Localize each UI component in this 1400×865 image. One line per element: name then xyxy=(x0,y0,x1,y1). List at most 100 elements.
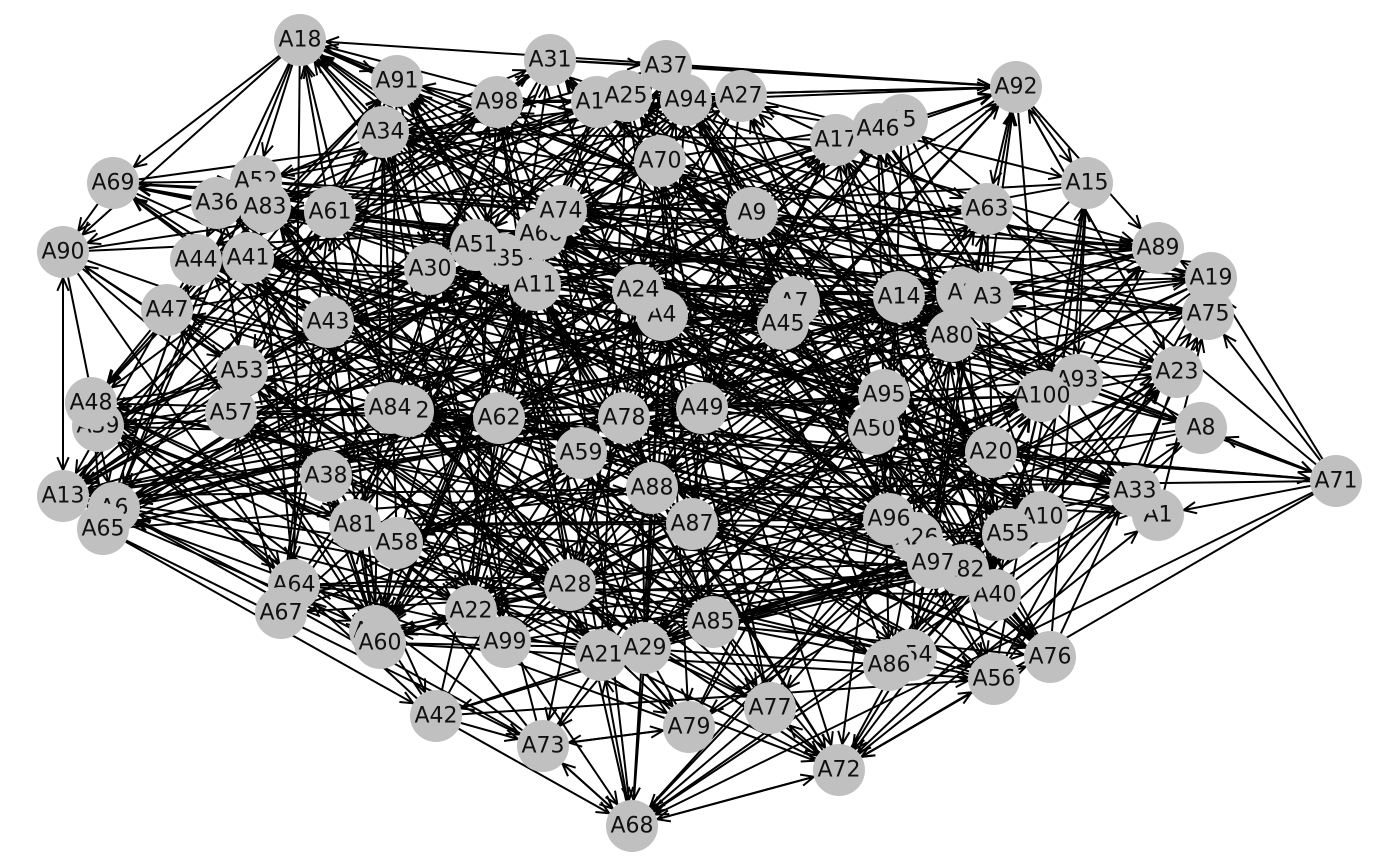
node-label: A97 xyxy=(911,551,954,576)
node-a34: A34 xyxy=(357,106,409,158)
edge-line xyxy=(305,402,860,606)
edge-line xyxy=(900,413,992,516)
arrowhead xyxy=(185,324,202,340)
arrowhead xyxy=(584,210,601,224)
edge-line xyxy=(192,272,405,307)
edge-line xyxy=(1013,279,1186,296)
node-a73: A73 xyxy=(517,720,569,772)
node-label: A23 xyxy=(1155,360,1198,385)
arrowhead xyxy=(302,62,316,80)
arrowhead xyxy=(279,167,296,181)
edge-line xyxy=(555,299,682,394)
node-a87: A87 xyxy=(666,498,718,550)
node-circle xyxy=(191,177,243,229)
edge-line xyxy=(1015,505,1115,581)
edge-line xyxy=(358,550,372,606)
edge-line xyxy=(604,680,629,801)
edge-line xyxy=(460,722,519,740)
node-label: A38 xyxy=(304,464,347,489)
edge-line xyxy=(563,236,630,801)
node-label: A50 xyxy=(852,417,895,442)
node-circle xyxy=(371,517,423,569)
arrowhead xyxy=(752,116,766,133)
edge-line xyxy=(267,376,383,406)
node-a44: A44 xyxy=(170,234,222,286)
node-circle xyxy=(473,392,525,444)
node-label: A83 xyxy=(243,195,286,220)
node-a8: A8 xyxy=(1175,402,1227,454)
arrowhead xyxy=(463,116,479,132)
edge-line xyxy=(1223,333,1321,462)
node-a57: A57 xyxy=(205,387,257,439)
edge-line xyxy=(106,329,152,384)
edge-A13-A90 xyxy=(56,275,70,470)
edge-line xyxy=(1006,225,1158,356)
node-label: A42 xyxy=(414,704,457,729)
node-label: A62 xyxy=(477,406,520,431)
node-label: A15 xyxy=(1065,171,1108,196)
edge-A79-A73 xyxy=(566,729,664,748)
node-label: A41 xyxy=(226,246,269,271)
node-a90: A90 xyxy=(37,226,89,278)
node-circle xyxy=(239,181,291,233)
arrowhead xyxy=(1177,331,1193,348)
arrowhead xyxy=(1010,280,1027,293)
node-circle xyxy=(606,800,658,852)
edge-line xyxy=(643,103,997,402)
edge-line xyxy=(934,361,951,538)
arrowhead xyxy=(1171,267,1188,281)
node-a30: A30 xyxy=(404,243,456,295)
node-a91: A91 xyxy=(371,55,423,107)
arrowhead xyxy=(76,216,91,233)
node-a69: A69 xyxy=(87,157,139,209)
arrowhead xyxy=(663,415,680,428)
node-circle xyxy=(852,103,904,155)
edge-line xyxy=(242,204,1183,313)
node-circle xyxy=(612,264,664,316)
node-a68: A68 xyxy=(606,800,658,852)
edge-line xyxy=(460,569,909,710)
edge-A69-A90 xyxy=(76,203,99,233)
node-circle xyxy=(1016,370,1068,422)
arrowhead xyxy=(266,549,281,566)
edge-line xyxy=(1030,107,1073,163)
node-label: A13 xyxy=(41,484,84,509)
edge-line xyxy=(272,263,850,424)
node-a25: A25 xyxy=(600,70,652,122)
node-circle xyxy=(1182,288,1234,340)
node-circle xyxy=(300,450,352,502)
edge-line xyxy=(192,315,599,413)
node-a92: A92 xyxy=(990,61,1042,113)
arrowhead xyxy=(837,730,851,747)
node-a76: A76 xyxy=(1024,631,1076,683)
edge-A67-A57 xyxy=(233,435,276,589)
node-circle xyxy=(1175,402,1227,454)
node-label: A34 xyxy=(361,120,404,145)
node-label: A28 xyxy=(548,573,591,598)
node-label: A84 xyxy=(368,396,411,421)
node-label: A99 xyxy=(483,630,526,655)
node-label: A25 xyxy=(604,84,647,109)
node-circle xyxy=(666,498,718,550)
node-circle xyxy=(329,499,381,551)
edge-line xyxy=(324,45,1187,273)
node-label: A51 xyxy=(454,233,497,258)
edge-line xyxy=(237,218,479,403)
node-label: A90 xyxy=(41,240,84,265)
edge-line xyxy=(128,488,627,529)
edge-line xyxy=(473,85,548,586)
arrowhead xyxy=(254,405,271,419)
node-circle xyxy=(660,74,712,126)
node-a95: A95 xyxy=(858,369,910,421)
arrowhead xyxy=(883,479,897,496)
node-label: A80 xyxy=(930,324,973,349)
edge-line xyxy=(273,258,405,269)
node-label: A88 xyxy=(630,476,673,501)
node-a18: A18 xyxy=(274,14,326,66)
node-a36: A36 xyxy=(191,177,243,229)
edge-line xyxy=(656,775,815,821)
node-label: A45 xyxy=(761,312,804,337)
node-a41: A41 xyxy=(222,232,274,284)
node-circle xyxy=(863,639,915,691)
arrowhead xyxy=(213,276,229,292)
